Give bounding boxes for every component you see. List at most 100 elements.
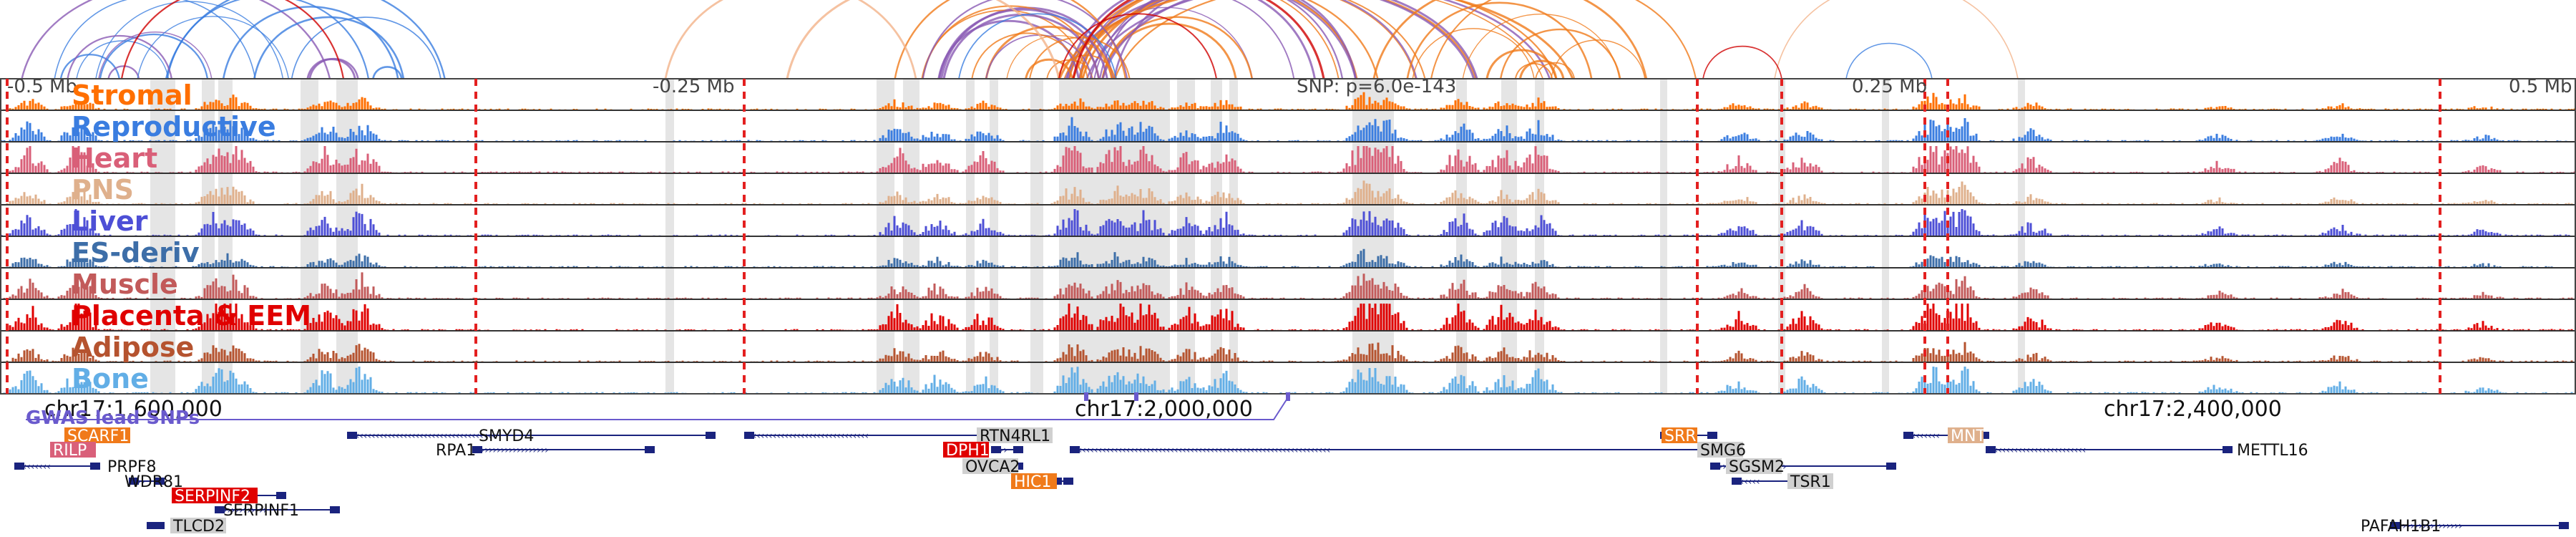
gene-label: SMYD4: [479, 427, 534, 445]
track-liver: [0, 209, 2576, 237]
strand-arrows: ››››››››››››››››››: [477, 445, 549, 456]
interaction-arc: [922, 0, 1128, 79]
coordinate-label-3: chr17:2,400,000: [2104, 397, 2282, 422]
interaction-arc: [120, 0, 345, 79]
exon-block: [2559, 522, 2569, 529]
gwas-track: GWAS lead SNPs: [26, 392, 1290, 429]
coordinate-label-2: chr17:2,000,000: [1075, 397, 1253, 422]
gene-label: RPA1: [436, 442, 476, 460]
gene-label: MNT: [1951, 427, 1986, 445]
track-signal: [6, 180, 2573, 205]
gwas-snp-tick: [1134, 392, 1138, 401]
track-label: Heart: [72, 142, 157, 174]
track-es-deriv: [0, 248, 2576, 268]
gene-label: METTL16: [2237, 442, 2308, 460]
exon-block: [1886, 463, 1896, 470]
gene-label: HIC1: [1014, 473, 1051, 491]
interaction-arc: [1702, 45, 1782, 79]
scale-label-left: -0.5 Mb: [7, 76, 77, 97]
gene-label: SGSM2: [1729, 458, 1785, 476]
interaction-arc: [1462, 14, 1620, 79]
interaction-arc: [166, 0, 370, 79]
interaction-arc: [137, 16, 290, 79]
exon-block: [744, 432, 754, 439]
gene-label-bg: [64, 427, 130, 443]
exon-block: [330, 506, 340, 513]
interaction-arc: [76, 40, 170, 79]
gwas-connector: [26, 397, 1289, 420]
interaction-arc: [253, 16, 405, 79]
strand-arrows: ›››››››››››››››››: [2394, 521, 2462, 532]
gene-label-bg: [1697, 442, 1743, 458]
gene-label-bg: [1726, 458, 1782, 474]
track-signal: [6, 248, 2553, 268]
track-reproductive: [0, 117, 2576, 142]
interaction-arc: [1063, 0, 1543, 79]
gene-srr: ›››››SRR: [1660, 427, 1717, 445]
gwas-snp-tick: [1286, 392, 1290, 401]
strand-arrows: ‹‹‹‹‹‹: [1736, 476, 1760, 488]
gene-label-bg: [977, 427, 1053, 443]
interaction-arc: [1072, 0, 1325, 79]
gene-label-bg: [172, 488, 258, 503]
interaction-arc: [1406, 1, 1593, 79]
scale-label-mid-left: -0.25 Mb: [653, 76, 734, 97]
exon-block: [276, 492, 286, 499]
exon-block: [1013, 446, 1023, 453]
interaction-arc: [98, 32, 213, 79]
interaction-arc: [1535, 62, 1576, 79]
scale-label-right: 0.5 Mb: [2509, 76, 2572, 97]
interaction-arc: [54, 0, 256, 79]
track-heart: [0, 146, 2576, 174]
interaction-arc: [107, 65, 140, 79]
exon-block: [1903, 432, 1913, 439]
interaction-arc: [59, 54, 120, 79]
interaction-arc: [985, 26, 1113, 79]
track-label: Liver: [72, 205, 148, 237]
interaction-arc: [1412, 28, 1535, 79]
strand-arrows: ‹‹‹‹‹‹‹‹: [1908, 430, 1940, 442]
gene-serpinf1: ››››››››››››SERPINF1: [215, 502, 340, 520]
track-pns: [0, 180, 2576, 205]
exon-block: [155, 522, 165, 529]
gene-smyd4: ‹‹‹‹‹‹‹‹‹‹‹‹‹‹‹‹‹‹‹‹‹‹‹‹‹‹‹‹‹‹‹‹‹‹‹‹SMYD…: [347, 427, 716, 445]
interaction-arc: [1430, 0, 1697, 79]
gene-tsr1: ‹‹‹‹‹‹ TSR1: [1732, 473, 1833, 491]
interaction-arc: [1058, 13, 1217, 79]
track-label: ES-deriv: [72, 237, 200, 268]
track-label: Muscle: [72, 268, 178, 300]
strand-arrows: ››››››››››››: [219, 505, 267, 516]
interaction-arc: [308, 57, 359, 79]
interaction-arc: [1101, 22, 1237, 79]
exon-block: [155, 478, 165, 485]
gene-serpinf2: ›››››››››››SERPINF2: [172, 488, 286, 505]
gene-mettl16: ‹‹‹‹‹‹‹‹‹‹‹‹‹‹‹‹‹‹‹‹‹‹‹‹ METTL16: [1986, 442, 2308, 460]
interaction-arc: [1081, 0, 1417, 79]
gene-hic1: ›HIC1: [1011, 473, 1073, 491]
interaction-arc: [21, 0, 331, 79]
snp-pvalue-label: SNP: p=6.0e-143: [1297, 76, 1456, 97]
exon-block: [147, 522, 157, 529]
track-signal: [9, 304, 2573, 331]
gene-label: SRR: [1664, 427, 1697, 445]
gene-label: SERPINF2: [175, 488, 250, 505]
scale-label-mid-right: 0.25 Mb: [1852, 76, 1927, 97]
exon-block: [706, 432, 716, 439]
track-label: Bone: [72, 363, 149, 395]
track-muscle: [0, 272, 2576, 300]
gene-label-bg: [50, 442, 96, 458]
gene-dph1: ›››DPH1: [943, 442, 1023, 460]
interaction-arc: [1098, 0, 1344, 79]
interaction-arc: [1065, 0, 1475, 79]
gene-tlcd2: ‹TLCD2: [147, 518, 226, 536]
exon-block: [2223, 446, 2233, 453]
gene-label: DPH1: [946, 442, 990, 460]
interaction-arc: [938, 8, 1108, 79]
exon-block: [1732, 478, 1742, 485]
gene-mnt: ‹‹‹‹‹‹‹‹ MNT: [1903, 427, 1989, 445]
gene-label: PAFAH1B1: [2361, 518, 2441, 536]
gene-label: PRPF8: [107, 458, 156, 476]
interaction-arc: [1085, 0, 1551, 79]
track-label: PNS: [72, 174, 134, 205]
exon-block: [1707, 432, 1717, 439]
